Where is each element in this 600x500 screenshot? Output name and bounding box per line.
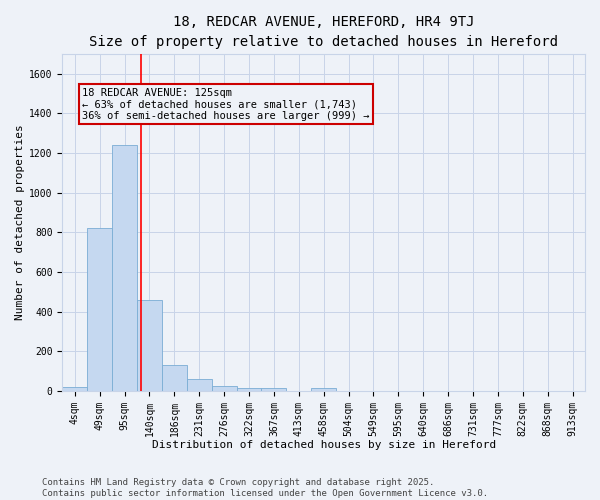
Bar bbox=[137, 300, 162, 391]
Bar bbox=[236, 388, 262, 391]
Title: 18, REDCAR AVENUE, HEREFORD, HR4 9TJ
Size of property relative to detached house: 18, REDCAR AVENUE, HEREFORD, HR4 9TJ Siz… bbox=[89, 15, 558, 48]
Y-axis label: Number of detached properties: Number of detached properties bbox=[15, 124, 25, 320]
Bar bbox=[62, 387, 87, 391]
Bar bbox=[162, 365, 187, 391]
Bar bbox=[87, 228, 112, 391]
Bar bbox=[212, 386, 236, 391]
Bar bbox=[187, 379, 212, 391]
X-axis label: Distribution of detached houses by size in Hereford: Distribution of detached houses by size … bbox=[152, 440, 496, 450]
Text: 18 REDCAR AVENUE: 125sqm
← 63% of detached houses are smaller (1,743)
36% of sem: 18 REDCAR AVENUE: 125sqm ← 63% of detach… bbox=[82, 88, 370, 120]
Bar bbox=[262, 388, 286, 391]
Text: Contains HM Land Registry data © Crown copyright and database right 2025.
Contai: Contains HM Land Registry data © Crown c… bbox=[42, 478, 488, 498]
Bar bbox=[311, 388, 336, 391]
Bar bbox=[112, 145, 137, 391]
